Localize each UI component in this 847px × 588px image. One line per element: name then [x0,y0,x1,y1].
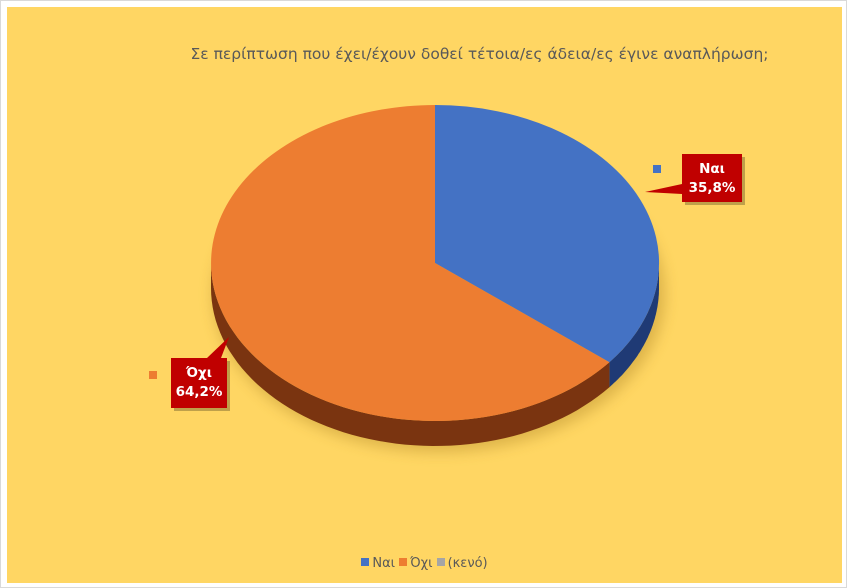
legend-label: Όχι [410,556,433,571]
chart-area[interactable]: Σε περίπτωση που έχει/έχουν δοθεί τέτοια… [7,7,842,583]
data-label-pointer [207,337,229,358]
data-label-pointer [645,184,682,194]
chart-title: Σε περίπτωση που έχει/έχουν δοθεί τέτοια… [190,45,769,63]
slice-side-οχι [211,263,610,446]
pie-slice-ναι [435,104,660,363]
legend-item-ναι: Ναι [361,556,395,571]
legend-swatch [436,558,445,566]
data-label-value: 35,8% [689,180,736,196]
data-label-box [682,154,742,202]
data-label-box [171,358,227,408]
pie-chart: Ναι 35,8% Όχι 64,2% [149,104,745,452]
data-label-value: 64,2% [176,384,223,400]
legend-item-οχι: Όχι [399,556,433,571]
data-label-marker [149,371,157,379]
data-label-category: Όχι [185,365,212,381]
chart-legend: Ναι Όχι (κενό) [7,556,842,571]
data-label-οχι: Όχι 64,2% [171,337,230,411]
data-label-category: Ναι [699,161,725,177]
pie-slice-οχι [211,105,610,422]
data-label-marker [653,165,661,173]
data-label-ναι: Ναι 35,8% [645,154,745,205]
slice-side-ναι [609,263,659,388]
legend-swatch [399,558,408,566]
legend-label: Ναι [372,556,396,571]
legend-label: (κενό) [447,556,488,571]
legend-swatch [361,558,370,566]
legend-item-κενο: (κενό) [436,556,488,571]
